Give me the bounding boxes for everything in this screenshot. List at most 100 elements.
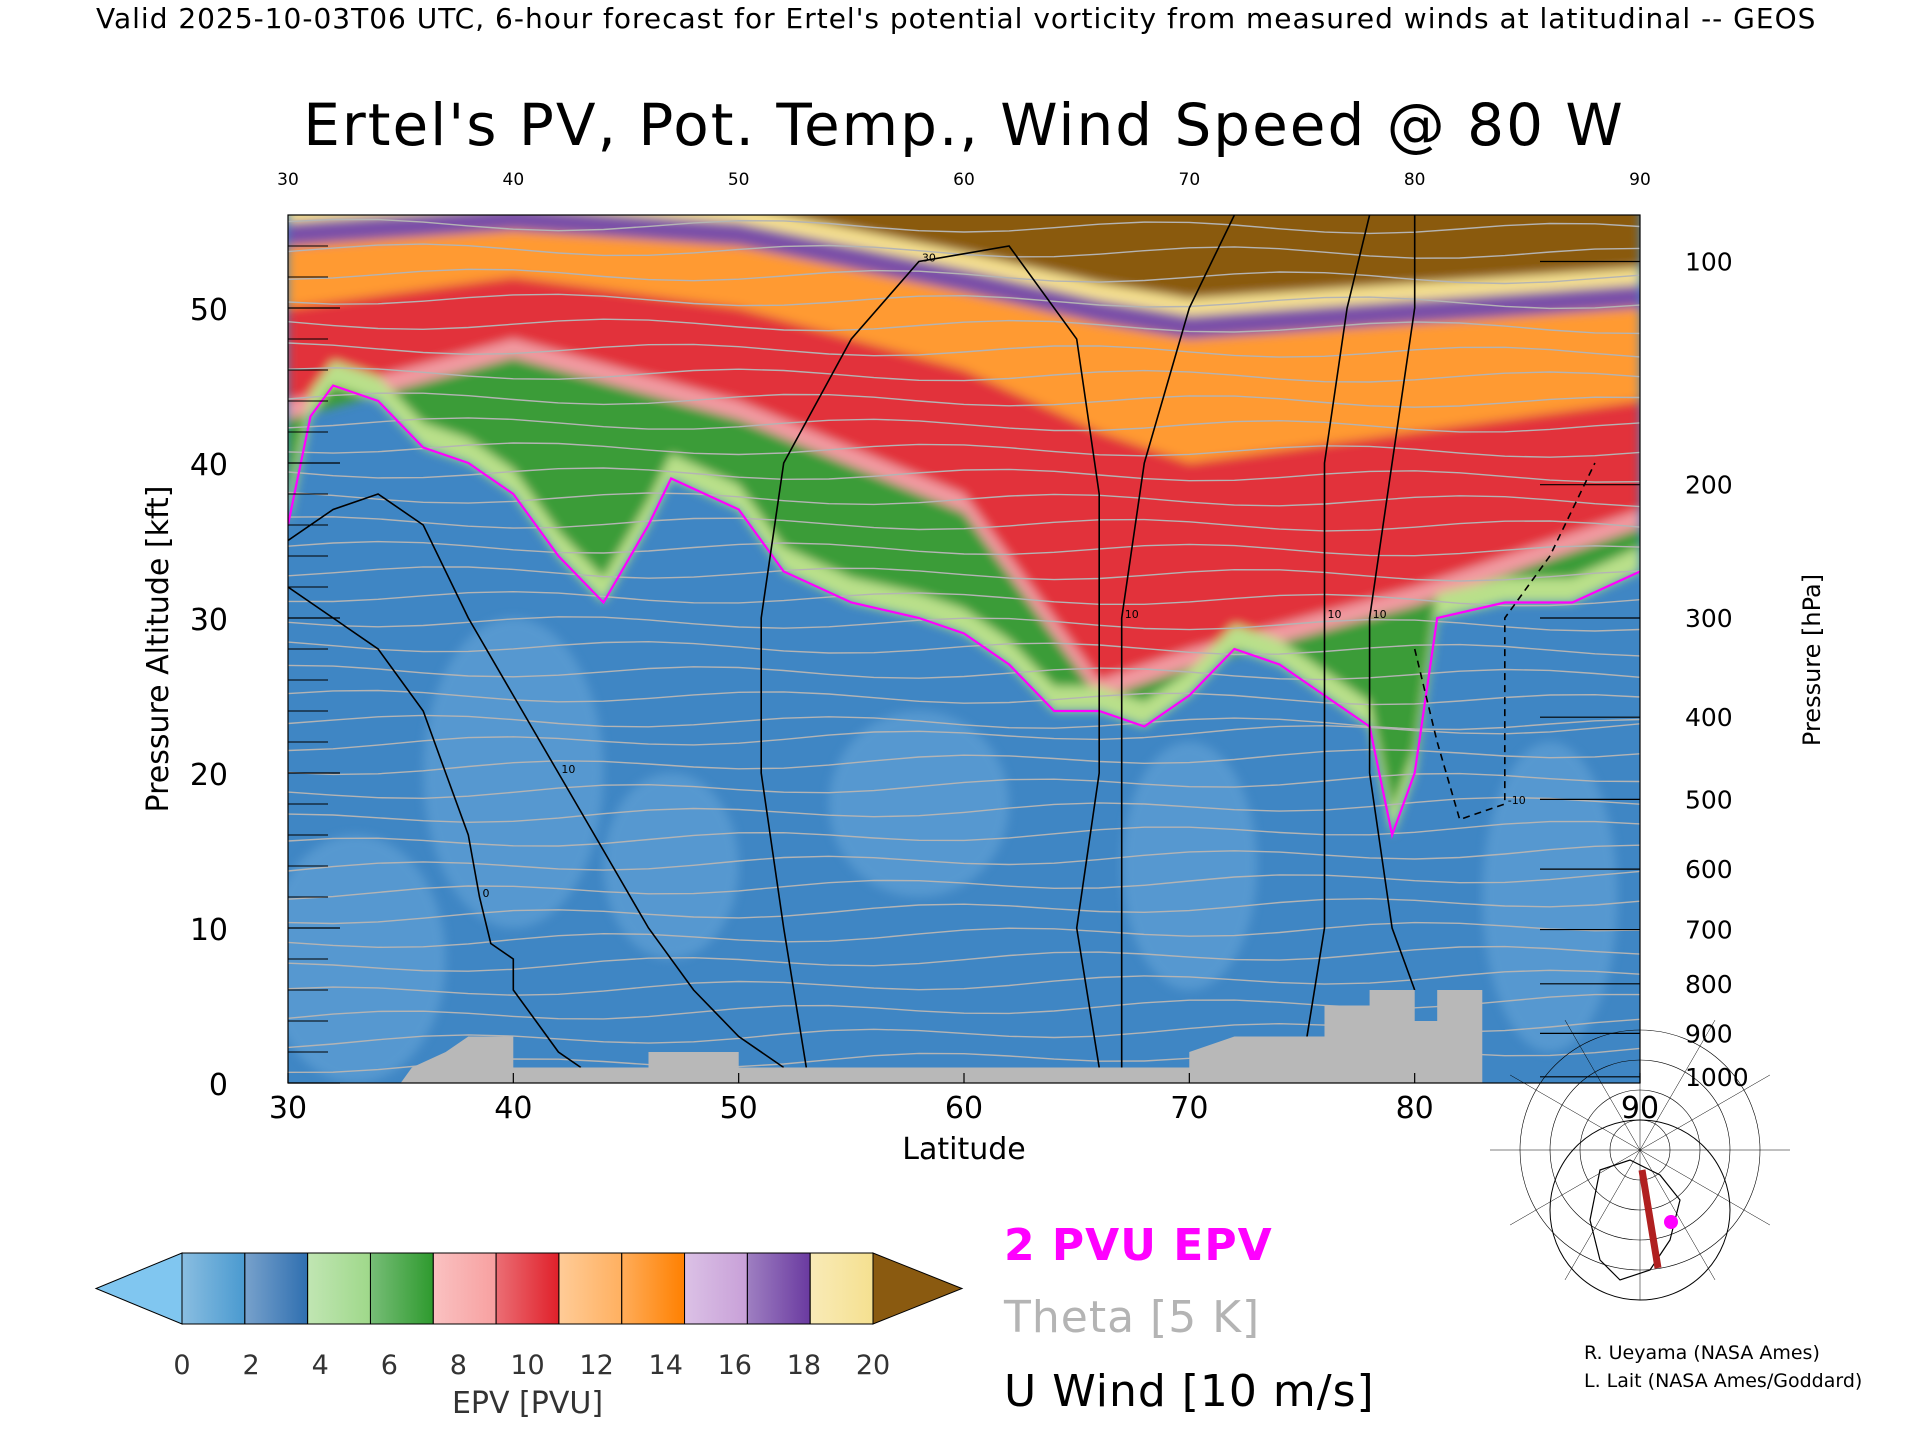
y-tick-label: 40 xyxy=(190,448,228,483)
u-wind-contour-label: 10 xyxy=(1328,608,1342,621)
map-station-dot xyxy=(1664,1215,1678,1229)
plot-area: 10 0 30 10 10 10 -10 xyxy=(287,194,1641,1084)
inset-map xyxy=(1490,1000,1790,1301)
u-wind-contour xyxy=(288,493,785,1069)
theta-contour xyxy=(288,844,1640,872)
top-tick-label: 50 xyxy=(728,170,750,190)
theta-contour xyxy=(288,392,1640,408)
theta-contour xyxy=(288,467,1640,483)
theta-contour xyxy=(288,417,1640,433)
y-tick-label: 20 xyxy=(190,758,228,793)
credit-ueyama: R. Ueyama (NASA Ames) xyxy=(1584,1342,1820,1364)
colorbar-tick-label: 8 xyxy=(450,1350,467,1381)
top-tick-label: 30 xyxy=(277,170,299,190)
y-axis-label-left: Pressure Altitude [kft] xyxy=(141,486,176,813)
epv-band-orange xyxy=(288,230,1640,463)
theta-contour xyxy=(288,516,1640,532)
colorbar-tick-label: 12 xyxy=(579,1350,613,1381)
colorbar-bin xyxy=(495,1252,560,1325)
pressure-tick-label: 400 xyxy=(1685,703,1733,732)
theta-contour xyxy=(288,540,1640,557)
top-tick-label: 60 xyxy=(953,170,975,190)
header-text: Valid 2025-10-03T06 UTC, 6-hour forecast… xyxy=(96,2,1817,35)
colorbar-under-arrow xyxy=(94,1252,183,1325)
colorbar-bin xyxy=(746,1252,811,1325)
map-meridian xyxy=(1639,1019,1716,1151)
u-wind-contour xyxy=(1368,215,1416,991)
pv-2pvu-line xyxy=(288,384,1640,840)
theta-contour xyxy=(288,640,1640,657)
map-meridian xyxy=(1639,1074,1771,1151)
top-tick-label: 90 xyxy=(1629,170,1651,190)
theta-contour xyxy=(288,723,1640,752)
colorbar-bin xyxy=(432,1252,497,1325)
pressure-tick-label: 600 xyxy=(1685,855,1733,884)
axes: 30 40 50 60 70 80 90 30 40 50 60 70 80 900 10 20 30 40 50 1… xyxy=(141,170,1826,1167)
theta-contour xyxy=(288,342,1640,358)
colorbar-bin xyxy=(684,1252,748,1325)
pressure-tick-label: 300 xyxy=(1685,604,1733,633)
colorbar-bin xyxy=(558,1252,623,1325)
colorbar-tick-label: 4 xyxy=(312,1350,329,1381)
legend-2pvu: 2 PVU EPV xyxy=(1004,1220,1273,1271)
map-meridian xyxy=(1639,1149,1771,1226)
y-tick-label: 0 xyxy=(209,1068,228,1103)
pressure-tick-label: 800 xyxy=(1685,970,1733,999)
theta-contour xyxy=(288,442,1640,458)
theta-contour xyxy=(288,616,1640,632)
colorbar-bin xyxy=(244,1252,309,1325)
pressure-tick-label: 200 xyxy=(1685,471,1733,500)
colorbar-over-arrow xyxy=(872,1252,964,1325)
colorbar-tick-label: 18 xyxy=(787,1350,821,1381)
theta-contour xyxy=(288,897,1640,925)
theta-contour xyxy=(288,921,1640,949)
theta-contour xyxy=(288,367,1640,383)
x-tick-label: 40 xyxy=(494,1091,532,1126)
y-tick-label: 10 xyxy=(190,913,228,948)
colorbar-tick-label: 6 xyxy=(381,1350,398,1381)
colorbar: 0 2 4 6 8 10 12 14 16 18 20 EPV [PVU] xyxy=(94,1252,964,1421)
epv-patch-3 xyxy=(828,711,1010,897)
x-tick-label: 70 xyxy=(1170,1091,1208,1126)
u-wind-contour-label: 10 xyxy=(561,763,575,776)
u-wind-contour xyxy=(1413,462,1596,821)
top-tick-label: 80 xyxy=(1404,170,1426,190)
y-axis-label-right: Pressure [hPa] xyxy=(1798,574,1826,746)
theta-contour xyxy=(288,714,1640,731)
u-wind-contour-label: 10 xyxy=(1373,608,1387,621)
x-tick-label: 30 xyxy=(269,1091,307,1126)
map-transect-line xyxy=(1638,1169,1662,1269)
epv-patch-1 xyxy=(423,618,604,928)
epv-patch-2 xyxy=(603,773,739,959)
colorbar-bin xyxy=(181,1252,246,1325)
y-tick-label: 50 xyxy=(190,293,228,328)
u-wind-contour-label: 30 xyxy=(922,252,936,265)
colorbar-tick-label: 0 xyxy=(173,1350,190,1381)
top-tick-label: 40 xyxy=(503,170,525,190)
theta-contour xyxy=(288,491,1640,508)
colorbar-tick-label: 2 xyxy=(243,1350,260,1381)
top-tick-label: 70 xyxy=(1179,170,1201,190)
theta-contour xyxy=(288,796,1640,824)
theta-contour xyxy=(288,194,1640,208)
u-wind-contour xyxy=(1120,215,1236,1068)
u-wind-contour-label: 0 xyxy=(483,887,490,900)
theta-contour xyxy=(288,748,1640,776)
map-meridian xyxy=(1564,1019,1641,1151)
u-wind-contour xyxy=(1301,215,1371,1068)
u-wind-contour xyxy=(288,586,582,1069)
plot-clip-group: 10 0 30 10 10 10 -10 xyxy=(288,194,1640,1083)
colorbar-bin xyxy=(307,1252,371,1325)
x-tick-label: 60 xyxy=(945,1091,983,1126)
terrain xyxy=(400,990,1483,1083)
x-axis-label: Latitude xyxy=(902,1132,1025,1167)
map-meridian xyxy=(1509,1074,1641,1151)
epv-bands xyxy=(288,215,1640,835)
x-tick-label: 80 xyxy=(1396,1091,1434,1126)
theta-contour xyxy=(288,318,1640,335)
theta-contour xyxy=(288,689,1640,706)
colorbar-bin xyxy=(809,1252,874,1325)
pressure-tick-label: 900 xyxy=(1685,1019,1733,1048)
u-wind-contour xyxy=(760,245,1100,1068)
page-header: Valid 2025-10-03T06 UTC, 6-hour forecast… xyxy=(0,0,1920,40)
